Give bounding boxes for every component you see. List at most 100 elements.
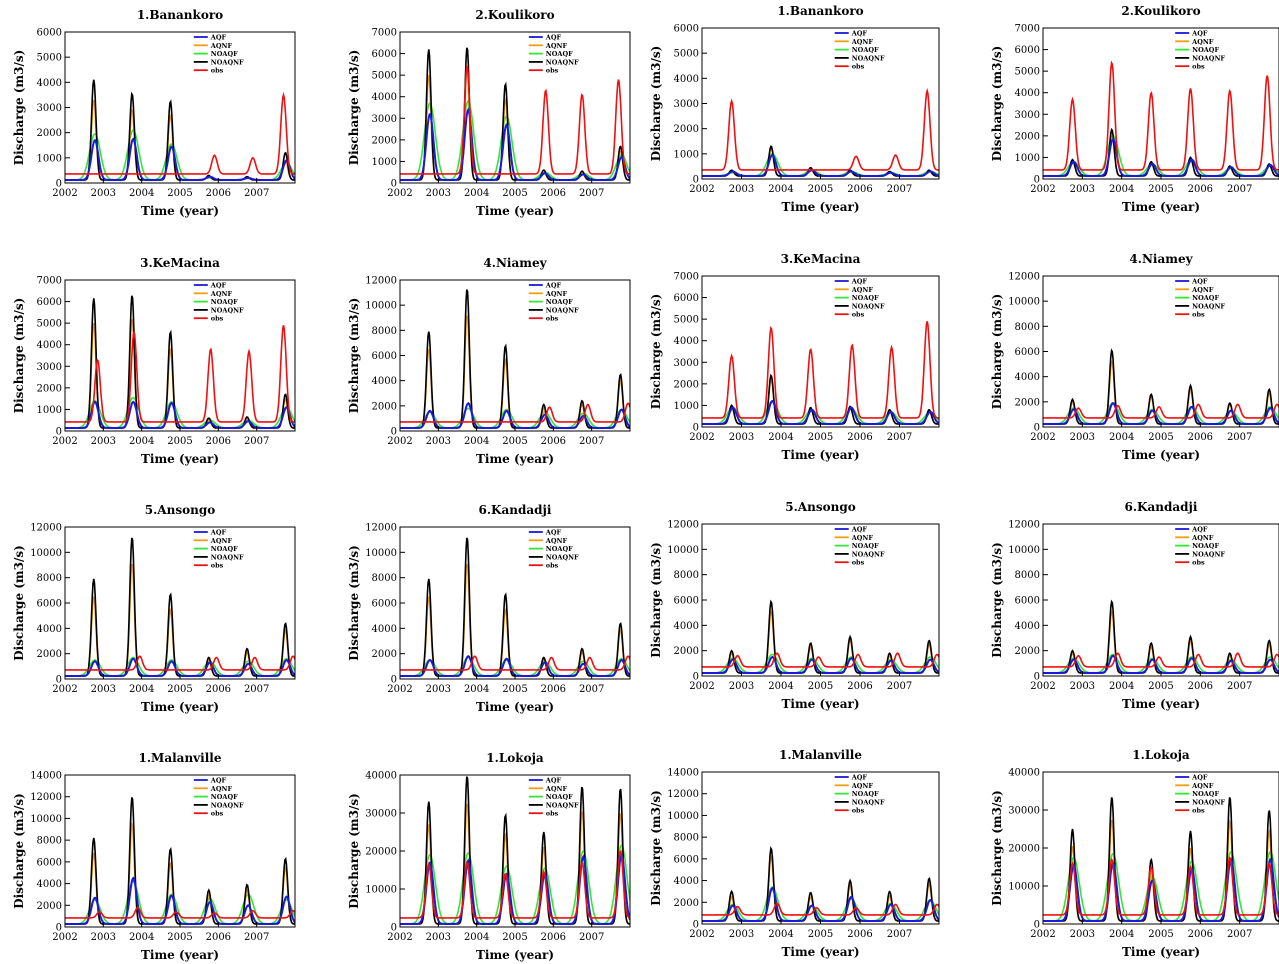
x-tick-label: 2005: [808, 681, 833, 692]
legend-label-noaqf: NOAQF: [852, 790, 879, 798]
y-tick-label: 3000: [37, 103, 62, 114]
y-tick-label: 4000: [372, 624, 397, 635]
plot-area: [65, 797, 295, 925]
y-tick-label: 20000: [365, 847, 397, 858]
plot-area: [702, 87, 939, 177]
series-line-obs: [702, 321, 939, 419]
y-tick-label: 4000: [37, 624, 62, 635]
series-line-obs: [702, 652, 939, 668]
y-tick-label: 4000: [37, 78, 62, 89]
x-tick-label: 2002: [1030, 184, 1055, 195]
legend-label-aqnf: AQNF: [545, 537, 568, 545]
panel-11: 0 2000 4000 6000 8000 10000 12000 2002 2003 2004 2…: [649, 500, 940, 711]
y-tick-label: 8000: [1015, 570, 1040, 581]
legend-label-obs: obs: [852, 807, 865, 815]
x-tick-label: 2004: [768, 681, 793, 692]
y-tick-label: 5000: [37, 319, 62, 330]
y-tick-label: 10000: [667, 545, 699, 556]
panel-12: 0 2000 4000 6000 8000 10000 12000 2002 2003 2004 2…: [990, 500, 1279, 711]
x-tick-label: 2002: [689, 681, 714, 692]
y-tick-label: 7000: [674, 272, 699, 283]
y-tick-label: 12000: [1008, 520, 1040, 531]
y-tick-label: 10000: [1008, 882, 1040, 893]
series-line-obs: [65, 655, 295, 671]
x-tick-label: 2007: [579, 932, 604, 943]
y-tick-label: 10000: [667, 811, 699, 822]
panel-title: 6.Kandadji: [479, 503, 552, 517]
x-tick-label: 2006: [541, 684, 566, 695]
legend-label-noaqnf: NOAQNF: [852, 54, 885, 62]
legend-label-obs: obs: [852, 311, 865, 319]
y-tick-label: 6000: [372, 351, 397, 362]
legend-label-noaqnf: NOAQNF: [852, 798, 885, 806]
x-tick-label: 2006: [541, 932, 566, 943]
x-tick-label: 2003: [426, 436, 451, 447]
axes-frame: [1042, 523, 1279, 677]
legend-label-aqnf: AQNF: [545, 785, 568, 793]
y-tick-label: 0: [56, 179, 62, 190]
x-tick-label: 2003: [729, 681, 754, 692]
y-tick-label: 0: [391, 923, 397, 934]
y-tick-label: 30000: [1008, 806, 1040, 817]
x-tick-label: 2002: [387, 436, 412, 447]
x-tick-label: 2005: [167, 932, 192, 943]
y-tick-label: 4000: [674, 74, 699, 85]
legend-label-obs: obs: [211, 67, 224, 75]
panel-2: 0 1000 2000 3000 4000 5000 6000 7000 2002 2003 200…: [347, 8, 631, 218]
panel-title: 3.KeMacina: [140, 256, 220, 270]
x-tick-label: 2006: [541, 188, 566, 199]
y-tick-label: 10000: [365, 548, 397, 559]
y-tick-label: 6000: [674, 596, 699, 607]
plot-area: [400, 537, 630, 677]
y-tick-label: 7000: [37, 276, 62, 287]
y-tick-label: 0: [693, 423, 699, 434]
x-axis-label: Time (year): [476, 452, 554, 466]
y-tick-label: 2000: [37, 383, 62, 394]
y-tick-label: 2000: [1015, 646, 1040, 657]
x-tick-label: 2004: [129, 932, 154, 943]
series-line-obs: [702, 87, 939, 171]
y-tick-label: 8000: [372, 573, 397, 584]
legend-label-obs: obs: [211, 315, 224, 323]
x-tick-label: 2006: [847, 184, 872, 195]
y-tick-label: 2000: [674, 124, 699, 135]
legend-label-aqf: AQF: [851, 526, 868, 534]
panel-title: 5.Ansongo: [785, 500, 855, 514]
x-axis-label: Time (year): [781, 945, 859, 959]
axes-frame: [701, 275, 940, 428]
legend-label-obs: obs: [1192, 63, 1205, 71]
x-tick-label: 2006: [1188, 681, 1213, 692]
series-line-obs: [65, 325, 295, 423]
panel-title: 5.Ansongo: [145, 503, 215, 517]
legend-label-obs: obs: [211, 810, 224, 818]
x-tick-label: 2002: [1030, 432, 1055, 443]
legend-label-noaqf: NOAQF: [546, 545, 573, 553]
y-tick-label: 0: [1034, 423, 1040, 434]
legend-label-noaqnf: NOAQNF: [211, 306, 244, 314]
series-line-obs: [400, 655, 630, 671]
y-tick-label: 12000: [30, 523, 62, 534]
x-tick-label: 2007: [244, 932, 269, 943]
series-line-obs: [1043, 403, 1279, 419]
x-tick-label: 2003: [1070, 929, 1095, 940]
x-axis-label: Time (year): [781, 697, 859, 711]
x-tick-label: 2004: [1109, 929, 1134, 940]
y-tick-label: 2000: [674, 898, 699, 909]
y-tick-label: 0: [56, 923, 62, 934]
legend-label-noaqnf: NOAQNF: [546, 801, 579, 809]
panel-title: 1.Malanville: [139, 751, 222, 765]
y-axis-label: Discharge (m3/s): [990, 790, 1004, 906]
x-axis-label: Time (year): [141, 700, 219, 714]
y-tick-label: 6000: [674, 24, 699, 35]
x-tick-label: 2002: [387, 188, 412, 199]
x-tick-label: 2007: [1227, 681, 1252, 692]
x-axis-label: Time (year): [1122, 200, 1200, 214]
series-line-aqf: [400, 853, 630, 925]
series-line-noaqf: [702, 653, 939, 674]
legend-label-noaqf: NOAQF: [211, 298, 238, 306]
